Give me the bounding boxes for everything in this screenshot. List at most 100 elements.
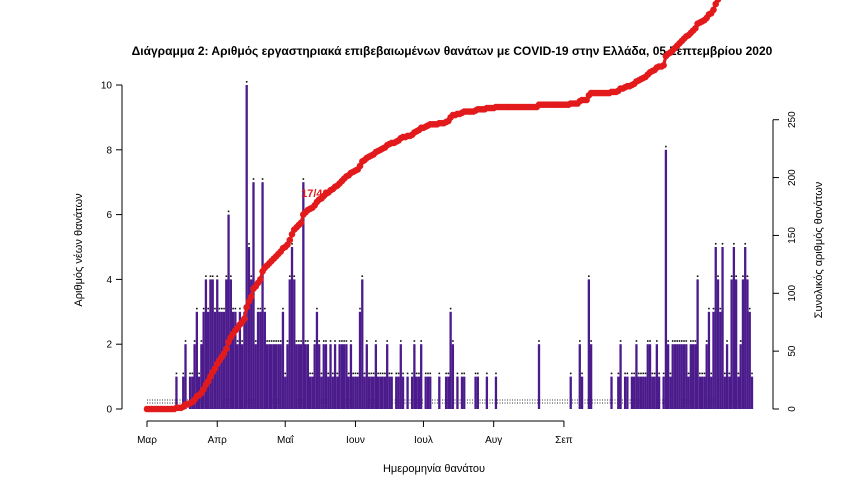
cumulative-point [714,0,722,3]
y-tick-label: 10 [101,81,113,92]
bar-value-marker [735,275,737,277]
bar-value-marker [447,372,450,375]
daily-death-bar [243,311,246,409]
bar-value-marker [270,340,273,342]
bar-value-marker [633,372,635,375]
bar-value-marker [345,340,348,342]
bar-value-marker [690,340,692,342]
bar-value-marker [295,340,298,342]
daily-death-bar [635,344,638,409]
x-axis-label: Ημερομηνία θανάτου [383,463,485,475]
bar-value-marker [341,340,343,342]
daily-death-bar [710,376,713,409]
bar-value-marker [742,275,744,277]
daily-death-bar [376,376,380,409]
daily-death-bar [279,344,282,409]
bar-value-marker [477,372,479,375]
daily-death-bar [338,344,341,409]
daily-death-bar [333,344,337,409]
daily-death-bar [474,376,477,409]
daily-death-bar [345,344,348,409]
daily-death-bar [723,376,726,409]
bar-value-marker [216,275,219,277]
daily-death-bar [209,279,212,409]
bar-value-marker [658,372,660,375]
daily-death-bar [447,376,450,409]
bar-value-marker [279,340,282,342]
daily-death-bar [399,344,402,409]
bar-value-marker [227,210,230,213]
daily-death-bar [234,311,237,409]
bar-value-marker [637,372,640,375]
daily-death-bar [261,182,264,409]
bar-value-marker [744,243,746,245]
bar-value-marker [196,307,198,310]
bar-value-marker [298,340,300,342]
cumulative-point [710,6,717,14]
daily-death-bar [175,376,178,409]
x-tick-label: Σεπ [555,435,573,446]
bar-value-marker [721,243,724,245]
daily-death-bar [633,376,636,409]
y-tick-label: 4 [106,275,112,286]
daily-death-bar [732,247,736,409]
daily-death-bar [306,344,310,409]
bar-value-marker [198,372,200,375]
daily-death-bar [463,376,466,409]
bar-value-marker [699,372,701,375]
daily-death-bar [204,279,208,409]
daily-death-bar [712,311,715,409]
daily-death-bar [277,344,280,409]
bar-value-marker [234,307,237,310]
daily-death-bar [714,247,717,409]
bar-value-marker [445,372,447,375]
bar-value-marker [291,243,293,245]
bar-value-marker [724,372,726,375]
bar-value-marker [415,372,418,375]
bar-value-marker [644,372,647,375]
bar-value-marker [184,340,187,342]
daily-death-bar [569,376,572,409]
daily-death-bar [626,376,629,409]
x-tick-label: Μαΐ [277,434,294,446]
daily-death-bar [651,376,654,409]
y2-tick-label: 200 [787,169,798,186]
daily-death-bar [299,344,303,409]
daily-death-bar [265,344,269,409]
cumulative-point [660,62,667,69]
bar-value-marker [635,340,638,342]
y-tick-label: 2 [106,340,112,351]
bar-value-marker [624,372,626,375]
daily-death-bar [619,344,622,409]
daily-death-bar [290,247,294,409]
daily-death-bar [347,376,350,409]
daily-death-bar [678,344,681,409]
bar-value-marker [336,372,339,375]
daily-death-bar [438,376,441,409]
bar-value-marker [420,340,422,342]
daily-death-bar [730,279,733,409]
bar-value-marker [248,243,250,245]
bar-value-marker [261,178,264,180]
daily-death-bar [741,279,745,409]
daily-death-bar [245,85,248,409]
bar-value-marker [193,340,196,342]
bar-series [175,81,754,410]
bar-value-marker [402,372,404,375]
daily-death-bar [286,344,289,409]
daily-death-bar [657,376,661,409]
daily-death-bar [236,344,239,409]
bar-value-marker [495,372,497,375]
daily-death-bar [485,376,489,409]
y2-tick-label: 250 [787,111,798,128]
daily-death-bar [655,344,658,409]
bar-value-marker [334,340,336,342]
bar-value-marker [737,372,740,375]
daily-death-bar [231,311,235,409]
daily-death-bar [324,344,328,409]
daily-death-bar [426,376,430,409]
bar-value-marker [662,372,665,375]
bar-value-marker [578,340,581,342]
daily-death-bar [361,279,364,409]
